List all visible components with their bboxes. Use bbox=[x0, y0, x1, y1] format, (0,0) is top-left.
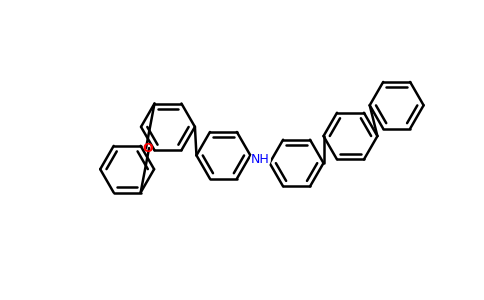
Text: NH: NH bbox=[251, 153, 270, 166]
Text: O: O bbox=[142, 142, 153, 154]
